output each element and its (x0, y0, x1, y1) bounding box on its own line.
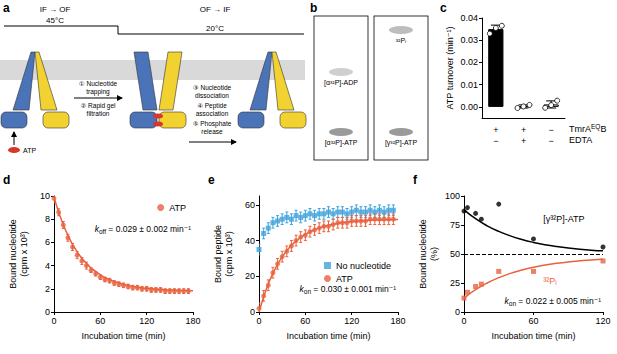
svg-text:20°C: 20°C (206, 24, 224, 33)
svg-text:180: 180 (390, 316, 405, 326)
svg-text:① Nucleotide: ① Nucleotide (79, 80, 118, 87)
svg-text:ATP turnover (min⁻¹): ATP turnover (min⁻¹) (445, 27, 455, 110)
svg-text:20: 20 (245, 271, 255, 281)
svg-text:75: 75 (450, 220, 460, 230)
svg-text:−: − (493, 136, 498, 146)
svg-text:(cpm x 10³): (cpm x 10³) (19, 231, 29, 277)
svg-text:TmrAEQB: TmrAEQB (569, 122, 606, 134)
svg-text:(cpm x 10³): (cpm x 10³) (224, 231, 234, 277)
svg-text:[α³²P]-ADP: [α³²P]-ADP (324, 79, 358, 87)
svg-text:³²Pᵢ: ³²Pᵢ (543, 276, 556, 286)
svg-text:e: e (208, 173, 215, 187)
svg-text:40: 40 (245, 236, 255, 246)
svg-text:120: 120 (139, 316, 154, 326)
svg-text:EDTA: EDTA (569, 135, 592, 145)
svg-text:b: b (310, 1, 317, 15)
svg-text:Bound nucleotide: Bound nucleotide (418, 219, 428, 289)
svg-text:③ Nucleotide: ③ Nucleotide (193, 84, 232, 91)
svg-text:0: 0 (250, 307, 255, 317)
svg-text:kon = 0.030 ± 0.001 min⁻¹: kon = 0.030 ± 0.001 min⁻¹ (300, 284, 397, 295)
svg-text:OF → IF: OF → IF (200, 5, 231, 14)
svg-text:0: 0 (455, 307, 460, 317)
svg-text:Incubation time (min): Incubation time (min) (491, 331, 575, 341)
svg-text:[γ³²P]-ATP: [γ³²P]-ATP (543, 214, 584, 224)
svg-text:0.02: 0.02 (460, 57, 478, 67)
svg-text:a: a (3, 1, 10, 15)
svg-text:4: 4 (45, 261, 50, 271)
svg-text:120: 120 (595, 316, 610, 326)
svg-text:³²Pᵢ: ³²Pᵢ (396, 37, 406, 44)
svg-text:0: 0 (256, 316, 261, 326)
svg-text:No nucleotide: No nucleotide (336, 261, 391, 271)
svg-text:c: c (440, 1, 447, 15)
svg-text:f: f (413, 173, 418, 187)
svg-text:④ Peptide: ④ Peptide (197, 102, 227, 110)
svg-text:Incubation time (min): Incubation time (min) (81, 331, 165, 341)
svg-text:kon = 0.022 ± 0.005 min⁻¹: kon = 0.022 ± 0.005 min⁻¹ (505, 296, 602, 307)
svg-text:ATP: ATP (336, 274, 353, 284)
svg-text:ATP: ATP (169, 203, 186, 213)
svg-text:(%): (%) (429, 247, 439, 261)
svg-text:60: 60 (300, 316, 310, 326)
svg-text:−: − (549, 125, 554, 135)
svg-text:Incubation time (min): Incubation time (min) (286, 331, 370, 341)
svg-text:d: d (3, 173, 10, 187)
svg-text:koff = 0.029 ± 0.002 min⁻¹: koff = 0.029 ± 0.002 min⁻¹ (95, 224, 192, 235)
svg-text:Bound peptide: Bound peptide (213, 225, 223, 283)
svg-text:0.01: 0.01 (460, 80, 478, 90)
svg-text:0.03: 0.03 (460, 35, 478, 45)
svg-text:50: 50 (450, 249, 460, 259)
svg-text:25: 25 (450, 278, 460, 288)
svg-text:[α³²P]-ATP: [α³²P]-ATP (325, 139, 358, 147)
svg-text:0: 0 (45, 307, 50, 317)
svg-text:ATP: ATP (23, 147, 36, 154)
svg-text:45°C: 45°C (46, 16, 64, 25)
svg-text:10: 10 (40, 191, 50, 201)
svg-text:association: association (196, 110, 229, 117)
svg-text:filtration: filtration (87, 110, 110, 117)
svg-text:+: + (493, 125, 498, 135)
svg-text:−: − (549, 136, 554, 146)
svg-text:② Rapid gel: ② Rapid gel (80, 102, 116, 110)
svg-text:⑤ Phosphate: ⑤ Phosphate (193, 120, 232, 128)
svg-text:180: 180 (185, 316, 200, 326)
svg-text:0: 0 (51, 316, 56, 326)
svg-text:trapping: trapping (86, 88, 110, 96)
svg-text:+: + (521, 136, 526, 146)
svg-text:[γ³²P]-ATP: [γ³²P]-ATP (385, 139, 417, 147)
svg-text:8: 8 (45, 214, 50, 224)
svg-text:+: + (521, 125, 526, 135)
svg-text:60: 60 (528, 316, 538, 326)
svg-text:2: 2 (45, 284, 50, 294)
svg-text:120: 120 (344, 316, 359, 326)
svg-text:dissociation: dissociation (195, 92, 229, 99)
svg-text:100: 100 (445, 191, 460, 201)
svg-text:release: release (201, 128, 223, 135)
svg-text:0.00: 0.00 (460, 102, 478, 112)
svg-text:IF → OF: IF → OF (40, 5, 71, 14)
svg-text:6: 6 (45, 237, 50, 247)
svg-text:0.04: 0.04 (460, 13, 478, 23)
svg-text:60: 60 (95, 316, 105, 326)
svg-text:0: 0 (461, 316, 466, 326)
svg-text:60: 60 (245, 200, 255, 210)
svg-text:Bound nucleotide: Bound nucleotide (8, 219, 18, 289)
